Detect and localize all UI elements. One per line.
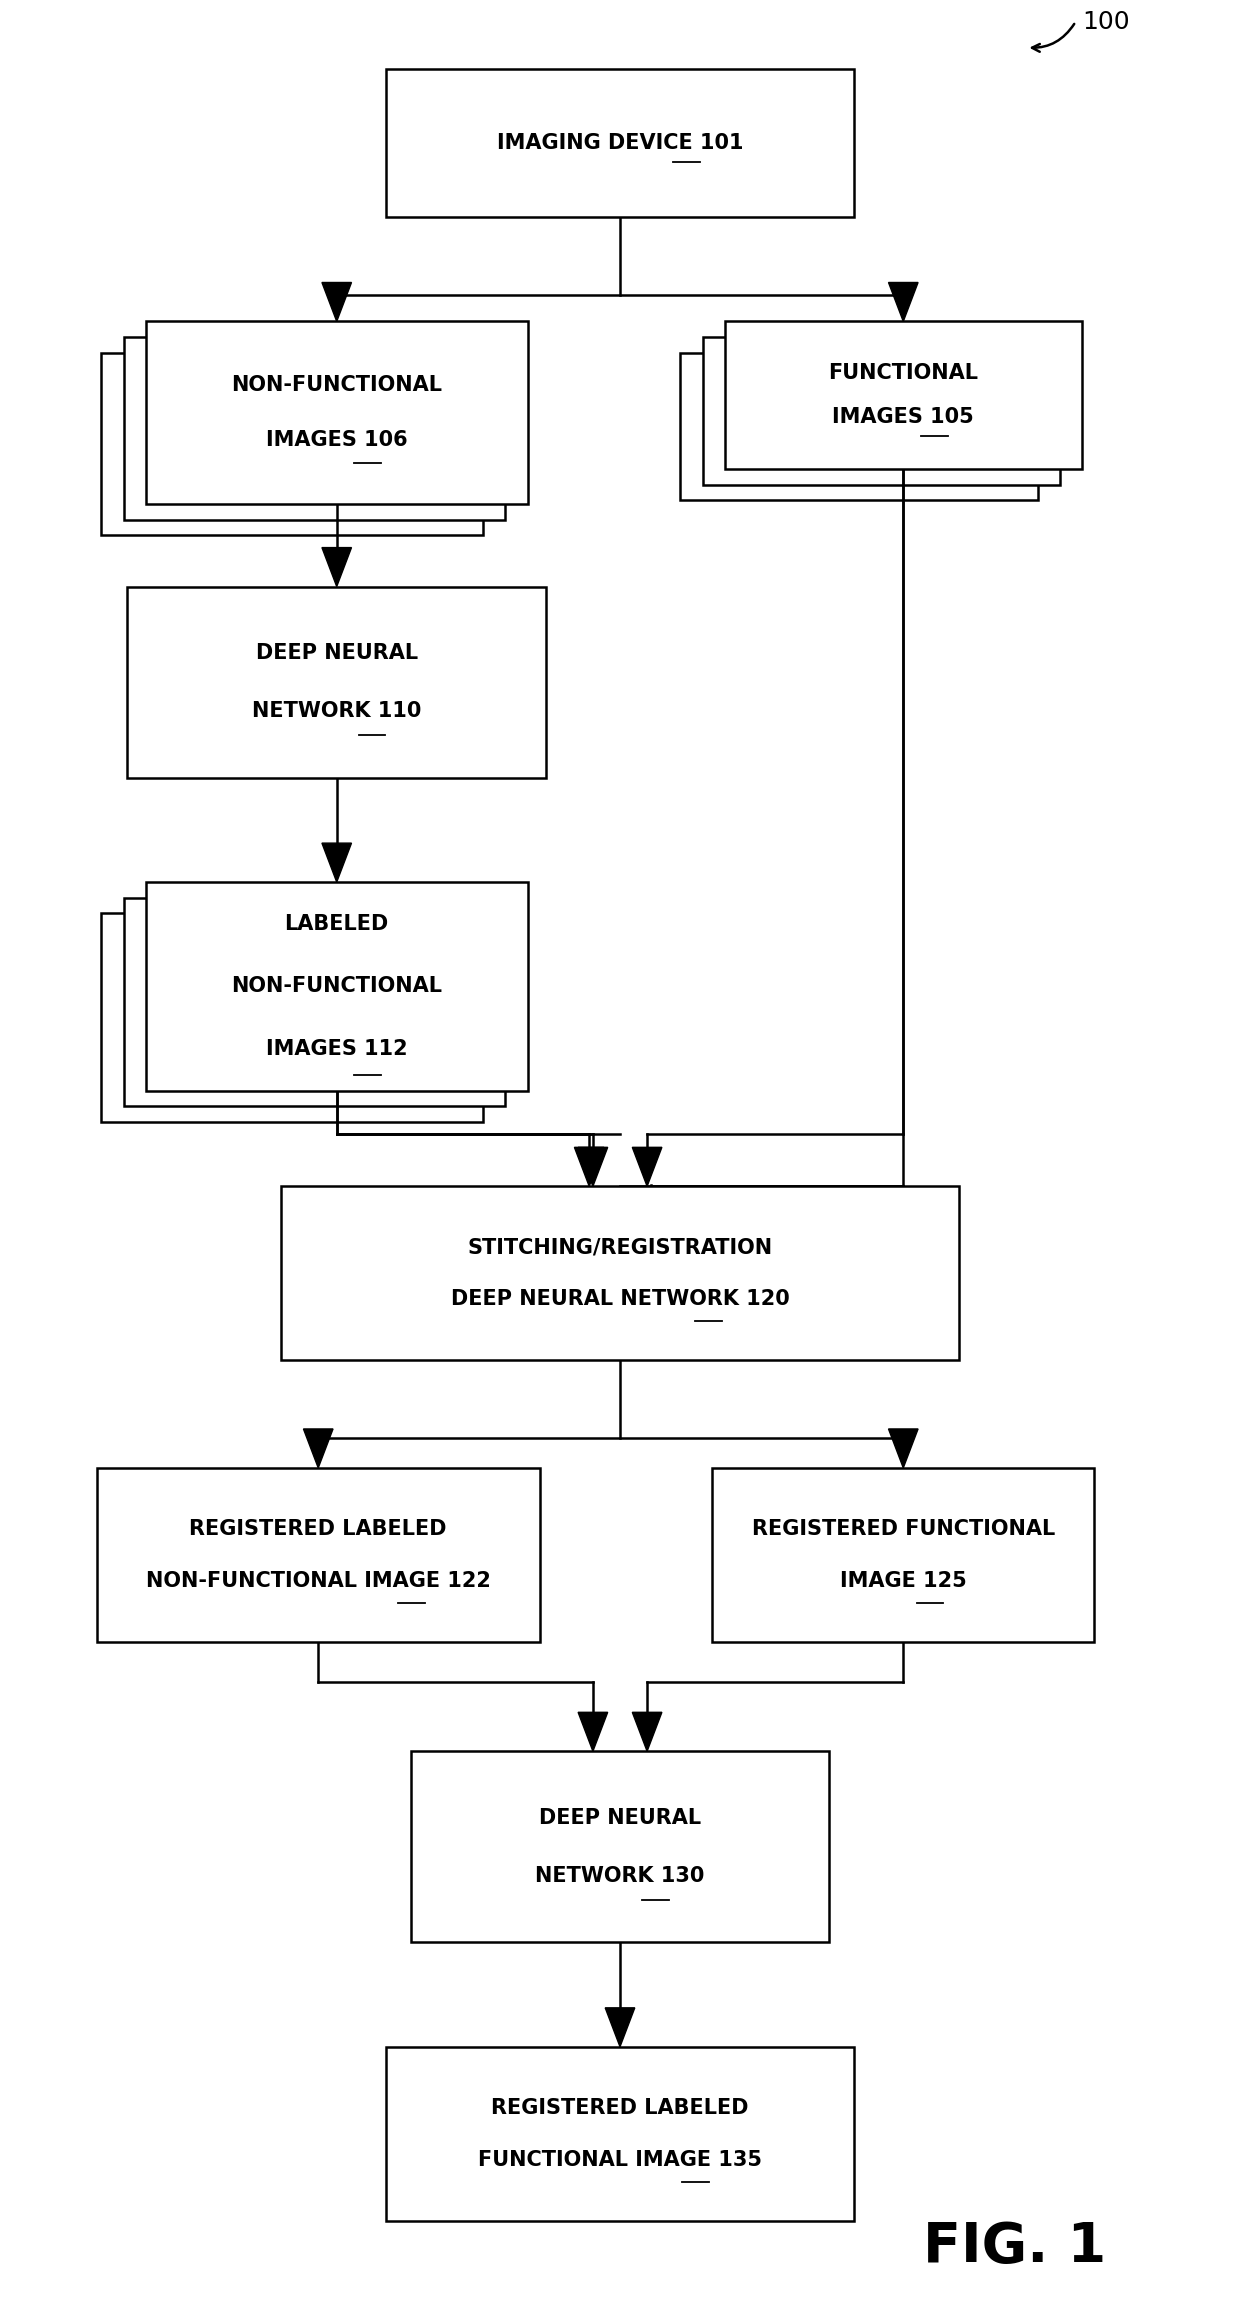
Text: DEEP NEURAL: DEEP NEURAL (255, 643, 418, 663)
Polygon shape (632, 1147, 662, 1186)
Text: FUNCTIONAL: FUNCTIONAL (828, 364, 978, 382)
Bar (97, 1467, 539, 1642)
Text: IMAGE 125: IMAGE 125 (839, 1571, 967, 1591)
Polygon shape (889, 1428, 918, 1467)
Bar (410, 1750, 830, 1941)
Polygon shape (322, 548, 351, 587)
Polygon shape (578, 1147, 608, 1186)
Text: REGISTERED LABELED: REGISTERED LABELED (190, 1518, 446, 1538)
Bar (102, 914, 484, 1122)
Text: LABELED: LABELED (285, 914, 389, 933)
Bar (386, 2047, 854, 2220)
Polygon shape (322, 843, 351, 882)
Polygon shape (889, 283, 918, 322)
Bar (724, 322, 1081, 470)
Polygon shape (632, 1713, 662, 1750)
Bar (681, 352, 1038, 500)
Text: FIG. 1: FIG. 1 (923, 2220, 1106, 2273)
Polygon shape (574, 1147, 604, 1186)
Bar (124, 898, 506, 1105)
Bar (386, 69, 854, 216)
Text: IMAGES 112: IMAGES 112 (265, 1039, 408, 1059)
Polygon shape (578, 1713, 608, 1750)
Text: DEEP NEURAL: DEEP NEURAL (539, 1808, 701, 1829)
Text: STITCHING/REGISTRATION: STITCHING/REGISTRATION (467, 1237, 773, 1257)
Text: 100: 100 (1081, 9, 1130, 35)
Text: NETWORK 110: NETWORK 110 (252, 700, 422, 721)
Text: REGISTERED LABELED: REGISTERED LABELED (491, 2098, 749, 2119)
Bar (124, 336, 506, 520)
Text: NETWORK 130: NETWORK 130 (536, 1865, 704, 1886)
Bar (703, 336, 1060, 486)
Bar (102, 352, 484, 534)
Text: FUNCTIONAL IMAGE 135: FUNCTIONAL IMAGE 135 (477, 2149, 763, 2169)
Text: IMAGING DEVICE 101: IMAGING DEVICE 101 (497, 134, 743, 154)
Bar (712, 1467, 1094, 1642)
Text: DEEP NEURAL NETWORK 120: DEEP NEURAL NETWORK 120 (450, 1290, 790, 1310)
Text: IMAGES 105: IMAGES 105 (832, 408, 975, 428)
Text: NON-FUNCTIONAL: NON-FUNCTIONAL (231, 375, 443, 396)
Bar (146, 882, 528, 1092)
Text: REGISTERED FUNCTIONAL: REGISTERED FUNCTIONAL (751, 1518, 1055, 1538)
Polygon shape (322, 283, 351, 322)
Bar (281, 1186, 959, 1361)
Polygon shape (304, 1428, 334, 1467)
Bar (146, 322, 528, 504)
Text: NON-FUNCTIONAL IMAGE 122: NON-FUNCTIONAL IMAGE 122 (146, 1571, 491, 1591)
Text: IMAGES 106: IMAGES 106 (265, 431, 408, 449)
Text: NON-FUNCTIONAL: NON-FUNCTIONAL (231, 976, 443, 997)
Bar (128, 587, 546, 778)
Polygon shape (605, 2008, 635, 2047)
